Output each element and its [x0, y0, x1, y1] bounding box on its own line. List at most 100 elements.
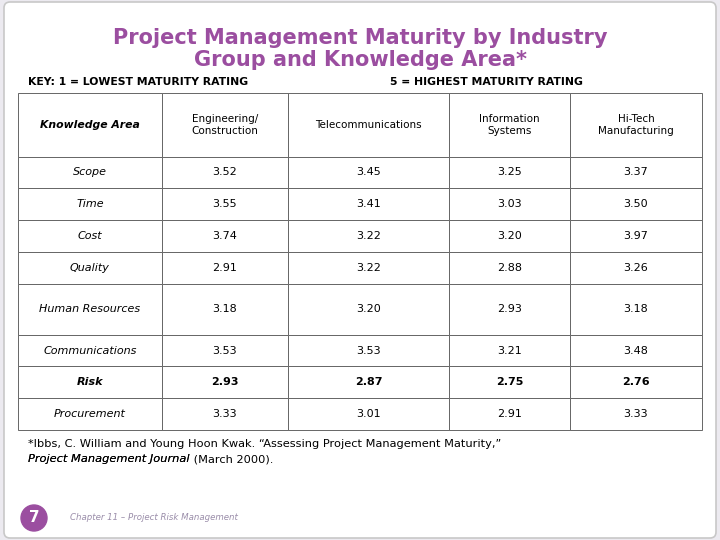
- Bar: [287, 188, 449, 220]
- Text: 3.33: 3.33: [624, 409, 648, 419]
- Text: Project Management Maturity by Industry: Project Management Maturity by Industry: [113, 28, 607, 48]
- Bar: [449, 335, 570, 367]
- Circle shape: [21, 505, 47, 531]
- Text: 3.20: 3.20: [356, 304, 381, 314]
- Text: 2.75: 2.75: [496, 377, 523, 387]
- Bar: [570, 157, 702, 188]
- Text: 3.18: 3.18: [212, 304, 237, 314]
- Text: 3.97: 3.97: [624, 231, 649, 241]
- Bar: [449, 188, 570, 220]
- Bar: [287, 93, 449, 157]
- Bar: [449, 398, 570, 430]
- Text: 3.74: 3.74: [212, 231, 237, 241]
- Text: Quality: Quality: [70, 263, 110, 273]
- Bar: [162, 367, 287, 398]
- Text: Telecommunications: Telecommunications: [315, 120, 422, 130]
- Text: Time: Time: [76, 199, 104, 210]
- Bar: [18, 93, 162, 157]
- Bar: [287, 398, 449, 430]
- Text: Information
Systems: Information Systems: [480, 114, 540, 136]
- Bar: [570, 398, 702, 430]
- Bar: [287, 284, 449, 335]
- Text: Scope: Scope: [73, 167, 107, 178]
- Text: 3.41: 3.41: [356, 199, 381, 210]
- Bar: [570, 220, 702, 252]
- Text: Risk: Risk: [76, 377, 103, 387]
- Bar: [570, 252, 702, 284]
- Text: Group and Knowledge Area*: Group and Knowledge Area*: [194, 50, 526, 70]
- Text: 3.21: 3.21: [498, 346, 522, 355]
- Text: KEY: 1 = LOWEST MATURITY RATING: KEY: 1 = LOWEST MATURITY RATING: [28, 77, 248, 87]
- Text: Project Management Journal: Project Management Journal: [28, 454, 189, 464]
- Text: 3.45: 3.45: [356, 167, 381, 178]
- Bar: [449, 284, 570, 335]
- Text: Project Management Journal: Project Management Journal: [28, 454, 189, 464]
- Bar: [18, 367, 162, 398]
- Bar: [449, 157, 570, 188]
- Bar: [449, 93, 570, 157]
- Text: 2.91: 2.91: [498, 409, 522, 419]
- Bar: [18, 157, 162, 188]
- Text: 3.50: 3.50: [624, 199, 648, 210]
- Bar: [18, 188, 162, 220]
- Text: Communications: Communications: [43, 346, 137, 355]
- Bar: [162, 335, 287, 367]
- Bar: [18, 335, 162, 367]
- Bar: [570, 284, 702, 335]
- Text: 5 = HIGHEST MATURITY RATING: 5 = HIGHEST MATURITY RATING: [390, 77, 583, 87]
- Text: Human Resources: Human Resources: [40, 304, 140, 314]
- Text: 3.26: 3.26: [624, 263, 648, 273]
- Text: 2.88: 2.88: [498, 263, 522, 273]
- FancyBboxPatch shape: [4, 2, 716, 538]
- Text: 3.03: 3.03: [498, 199, 522, 210]
- Text: 3.53: 3.53: [356, 346, 381, 355]
- Text: Cost: Cost: [78, 231, 102, 241]
- Bar: [162, 93, 287, 157]
- Text: 3.53: 3.53: [212, 346, 237, 355]
- Bar: [570, 367, 702, 398]
- Text: (March 2000).: (March 2000).: [189, 454, 273, 464]
- Bar: [287, 157, 449, 188]
- Text: 3.20: 3.20: [498, 231, 522, 241]
- Text: 3.37: 3.37: [624, 167, 648, 178]
- Text: 3.25: 3.25: [498, 167, 522, 178]
- Bar: [287, 220, 449, 252]
- Bar: [570, 93, 702, 157]
- Text: 7: 7: [29, 510, 40, 525]
- Bar: [449, 367, 570, 398]
- Bar: [162, 252, 287, 284]
- Text: 2.87: 2.87: [355, 377, 382, 387]
- Bar: [18, 220, 162, 252]
- Bar: [18, 398, 162, 430]
- Bar: [570, 188, 702, 220]
- Bar: [162, 157, 287, 188]
- Text: 2.93: 2.93: [498, 304, 522, 314]
- Text: 2.76: 2.76: [622, 377, 649, 387]
- Text: 3.01: 3.01: [356, 409, 381, 419]
- Bar: [449, 220, 570, 252]
- Bar: [162, 284, 287, 335]
- Text: 3.33: 3.33: [212, 409, 237, 419]
- Text: 3.22: 3.22: [356, 231, 381, 241]
- Text: 2.93: 2.93: [211, 377, 238, 387]
- Text: Procurement: Procurement: [54, 409, 126, 419]
- Bar: [162, 188, 287, 220]
- Bar: [449, 252, 570, 284]
- Text: 2.91: 2.91: [212, 263, 237, 273]
- Text: 3.22: 3.22: [356, 263, 381, 273]
- Text: Knowledge Area: Knowledge Area: [40, 120, 140, 130]
- Text: 3.52: 3.52: [212, 167, 237, 178]
- Text: 3.18: 3.18: [624, 304, 648, 314]
- Bar: [287, 252, 449, 284]
- Bar: [162, 220, 287, 252]
- Bar: [287, 335, 449, 367]
- Text: Engineering/
Construction: Engineering/ Construction: [192, 114, 258, 136]
- Text: Hi-Tech
Manufacturing: Hi-Tech Manufacturing: [598, 114, 674, 136]
- Text: 3.55: 3.55: [212, 199, 237, 210]
- Bar: [570, 335, 702, 367]
- Text: Chapter 11 – Project Risk Management: Chapter 11 – Project Risk Management: [70, 514, 238, 523]
- Bar: [18, 252, 162, 284]
- Bar: [287, 367, 449, 398]
- Bar: [162, 398, 287, 430]
- Text: 3.48: 3.48: [624, 346, 649, 355]
